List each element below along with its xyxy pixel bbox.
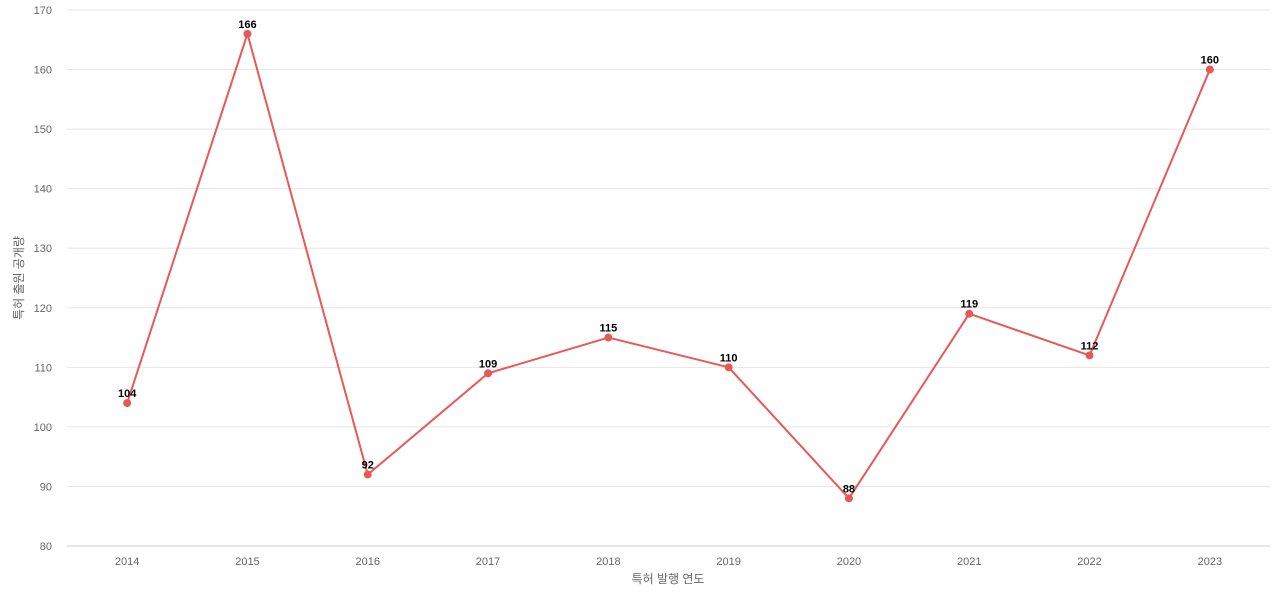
x-tick-label: 2020 — [837, 556, 861, 568]
y-axis-title: 특허 출원 공개량 — [12, 236, 26, 320]
x-tick-label: 2014 — [115, 556, 139, 568]
x-tick-label: 2023 — [1198, 556, 1222, 568]
y-tick-label: 100 — [34, 422, 52, 434]
series-group — [123, 29, 1214, 503]
y-tick-label: 130 — [34, 243, 52, 255]
data-label: 92 — [362, 460, 374, 472]
data-point[interactable] — [604, 333, 613, 342]
x-tick-label: 2017 — [476, 556, 500, 568]
data-label: 119 — [960, 299, 978, 311]
y-tick-label: 140 — [34, 184, 52, 196]
y-tick-label: 120 — [34, 303, 52, 315]
data-label: 166 — [238, 19, 256, 31]
data-point[interactable] — [1085, 351, 1094, 360]
data-point[interactable] — [484, 369, 493, 378]
data-point[interactable] — [844, 494, 853, 503]
data-label: 109 — [479, 358, 497, 370]
data-point[interactable] — [965, 309, 974, 318]
x-tick-label: 2021 — [957, 556, 981, 568]
y-tick-label: 80 — [40, 541, 52, 553]
y-axis-ticks: 80 90 100 110 120 130 140 150 160 170 — [34, 5, 52, 553]
x-tick-label: 2019 — [716, 556, 740, 568]
x-tick-label: 2022 — [1077, 556, 1101, 568]
y-tick-label: 160 — [34, 65, 52, 77]
x-tick-label: 2016 — [356, 556, 380, 568]
y-tick-label: 150 — [34, 124, 52, 136]
data-point[interactable] — [1205, 65, 1214, 74]
data-label: 104 — [118, 388, 137, 400]
x-axis-title: 특허 발행 연도 — [632, 571, 705, 586]
x-tick-label: 2015 — [235, 556, 259, 568]
data-labels: 104 166 92 109 115 110 88 119 112 160 — [118, 19, 1219, 496]
data-label: 88 — [843, 483, 855, 495]
data-label: 110 — [720, 352, 738, 364]
x-axis-ticks: 2014 2015 2016 2017 2018 2019 2020 2021 2022 2023 — [115, 556, 1222, 568]
data-point[interactable] — [724, 363, 733, 372]
grid-lines — [67, 9, 1270, 547]
data-label: 160 — [1201, 55, 1219, 67]
data-label: 115 — [599, 323, 617, 335]
data-point[interactable] — [123, 399, 132, 408]
y-tick-label: 170 — [34, 5, 52, 17]
x-tick-label: 2018 — [596, 556, 620, 568]
data-label: 112 — [1081, 340, 1099, 352]
data-point[interactable] — [243, 29, 252, 38]
data-point[interactable] — [363, 470, 372, 479]
y-tick-label: 110 — [34, 362, 52, 374]
series-line — [126, 32, 1211, 500]
y-tick-label: 90 — [40, 481, 52, 493]
